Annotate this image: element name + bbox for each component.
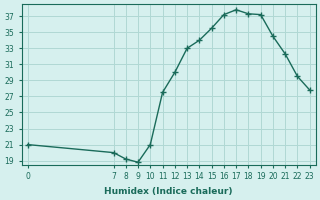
X-axis label: Humidex (Indice chaleur): Humidex (Indice chaleur) [104,187,233,196]
